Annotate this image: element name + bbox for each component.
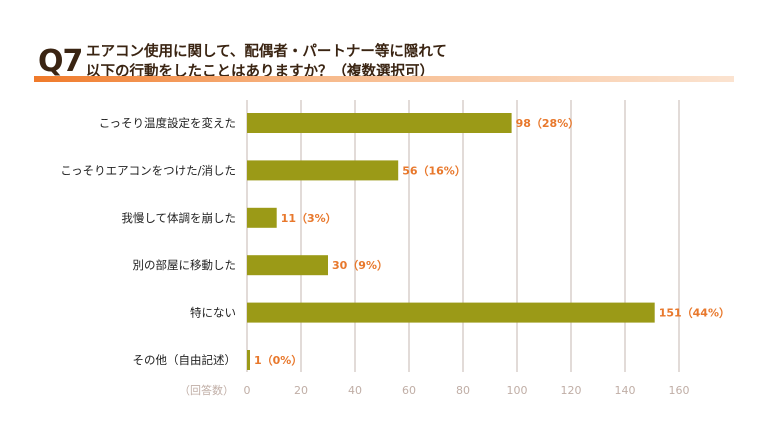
category-label: 我慢して体調を崩した: [121, 211, 236, 225]
bar: [247, 350, 250, 370]
x-tick-label: 0: [244, 384, 251, 397]
data-label: 56（16%）: [402, 164, 466, 177]
category-label: こっそり温度設定を変えた: [99, 116, 236, 130]
x-tick-label: 120: [561, 384, 582, 397]
category-label: その他（自由記述）: [133, 353, 237, 367]
x-tick-label: 60: [402, 384, 416, 397]
category-label: 特にない: [190, 306, 236, 320]
x-tick-label: 80: [456, 384, 470, 397]
data-label: 98（28%）: [516, 117, 580, 130]
x-axis-label: （回答数）: [179, 383, 234, 397]
data-label: 30（9%）: [332, 259, 388, 272]
x-tick-label: 40: [348, 384, 362, 397]
x-tick-label: 140: [615, 384, 636, 397]
bar: [247, 207, 277, 228]
x-tick-label: 20: [294, 384, 308, 397]
bar: [247, 160, 399, 181]
x-tick-label: 160: [669, 384, 690, 397]
data-label: 1（0%）: [254, 354, 302, 367]
data-label: 151（44%）: [659, 307, 730, 320]
category-label: こっそりエアコンをつけた/消した: [60, 163, 236, 177]
category-label: 別の部屋に移動した: [133, 258, 237, 272]
bar: [247, 255, 328, 276]
title-underline: [34, 76, 734, 82]
data-label: 11（3%）: [281, 212, 337, 225]
x-tick-label: 100: [507, 384, 528, 397]
bar: [247, 302, 655, 323]
title-line-1: エアコン使用に関して、配偶者・パートナー等に隠れて: [86, 44, 447, 60]
question-number: Q7: [38, 44, 83, 79]
bar: [247, 113, 512, 133]
